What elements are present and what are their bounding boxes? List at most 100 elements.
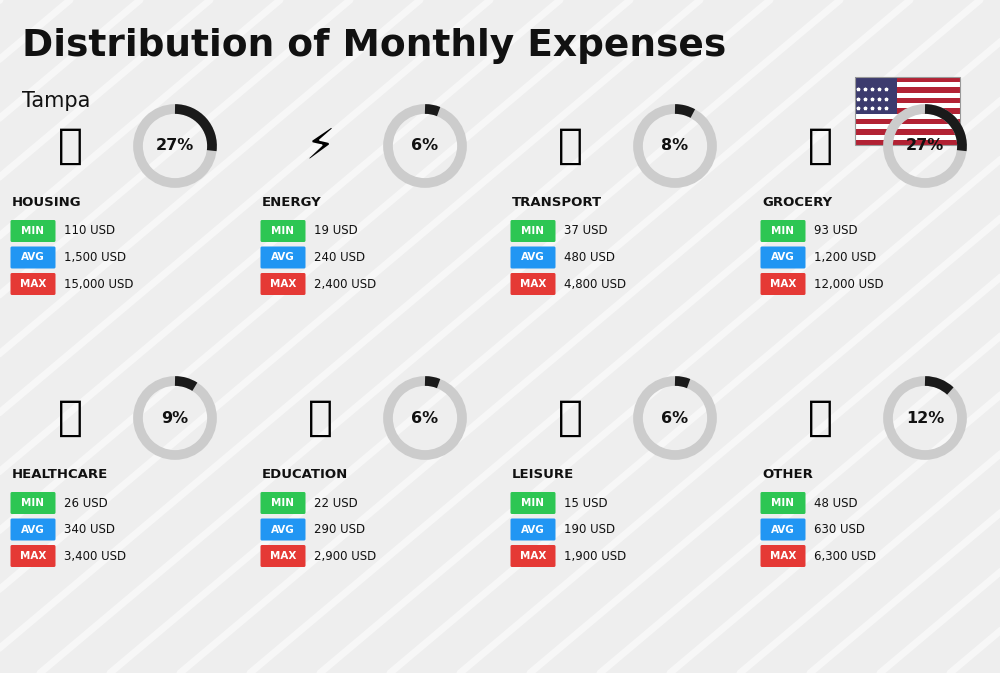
Text: AVG: AVG bbox=[771, 524, 795, 534]
Text: 15 USD: 15 USD bbox=[564, 497, 608, 509]
Text: 3,400 USD: 3,400 USD bbox=[64, 549, 126, 563]
Text: Distribution of Monthly Expenses: Distribution of Monthly Expenses bbox=[22, 28, 726, 64]
Text: MAX: MAX bbox=[770, 551, 796, 561]
FancyBboxPatch shape bbox=[761, 492, 806, 514]
FancyBboxPatch shape bbox=[761, 518, 806, 540]
Text: 12%: 12% bbox=[906, 411, 944, 425]
Text: MAX: MAX bbox=[270, 279, 296, 289]
Text: Tampa: Tampa bbox=[22, 91, 90, 111]
FancyBboxPatch shape bbox=[855, 103, 960, 108]
Text: 240 USD: 240 USD bbox=[314, 251, 365, 264]
Text: ENERGY: ENERGY bbox=[262, 196, 322, 209]
Text: EDUCATION: EDUCATION bbox=[262, 468, 348, 481]
Text: 110 USD: 110 USD bbox=[64, 225, 115, 238]
Text: 8%: 8% bbox=[661, 139, 689, 153]
Text: 22 USD: 22 USD bbox=[314, 497, 358, 509]
Text: MIN: MIN bbox=[272, 498, 294, 508]
FancyBboxPatch shape bbox=[10, 492, 55, 514]
Text: 190 USD: 190 USD bbox=[564, 523, 615, 536]
FancyBboxPatch shape bbox=[855, 77, 960, 82]
FancyBboxPatch shape bbox=[511, 246, 556, 269]
Text: MIN: MIN bbox=[21, 498, 44, 508]
Text: 🏢: 🏢 bbox=[58, 125, 82, 167]
FancyBboxPatch shape bbox=[10, 545, 55, 567]
Text: MAX: MAX bbox=[270, 551, 296, 561]
Text: 37 USD: 37 USD bbox=[564, 225, 608, 238]
Text: 12,000 USD: 12,000 USD bbox=[814, 277, 884, 291]
FancyBboxPatch shape bbox=[260, 545, 306, 567]
Text: MAX: MAX bbox=[770, 279, 796, 289]
Text: GROCERY: GROCERY bbox=[762, 196, 832, 209]
Text: 6%: 6% bbox=[661, 411, 689, 425]
Text: 340 USD: 340 USD bbox=[64, 523, 115, 536]
FancyBboxPatch shape bbox=[855, 124, 960, 129]
Text: 27%: 27% bbox=[906, 139, 944, 153]
Text: HOUSING: HOUSING bbox=[12, 196, 82, 209]
FancyBboxPatch shape bbox=[511, 545, 556, 567]
Text: 1,500 USD: 1,500 USD bbox=[64, 251, 126, 264]
FancyBboxPatch shape bbox=[511, 518, 556, 540]
Text: HEALTHCARE: HEALTHCARE bbox=[12, 468, 108, 481]
FancyBboxPatch shape bbox=[761, 273, 806, 295]
FancyBboxPatch shape bbox=[511, 492, 556, 514]
Text: 2,900 USD: 2,900 USD bbox=[314, 549, 376, 563]
Text: 6%: 6% bbox=[411, 139, 439, 153]
FancyBboxPatch shape bbox=[855, 77, 897, 114]
FancyBboxPatch shape bbox=[260, 518, 306, 540]
FancyBboxPatch shape bbox=[855, 135, 960, 140]
Text: MAX: MAX bbox=[520, 279, 546, 289]
Text: AVG: AVG bbox=[771, 252, 795, 262]
Text: MIN: MIN bbox=[522, 498, 544, 508]
Text: ⚡: ⚡ bbox=[305, 125, 335, 167]
Text: 26 USD: 26 USD bbox=[64, 497, 108, 509]
Text: 1,900 USD: 1,900 USD bbox=[564, 549, 626, 563]
FancyBboxPatch shape bbox=[855, 108, 960, 114]
Text: MAX: MAX bbox=[20, 279, 46, 289]
FancyBboxPatch shape bbox=[10, 246, 55, 269]
Text: MAX: MAX bbox=[520, 551, 546, 561]
Text: 🎓: 🎓 bbox=[308, 397, 332, 439]
Text: MIN: MIN bbox=[21, 226, 44, 236]
Text: MIN: MIN bbox=[522, 226, 544, 236]
Text: 9%: 9% bbox=[161, 411, 189, 425]
FancyBboxPatch shape bbox=[260, 273, 306, 295]
Text: 🛍: 🛍 bbox=[558, 397, 582, 439]
Text: 27%: 27% bbox=[156, 139, 194, 153]
FancyBboxPatch shape bbox=[10, 220, 55, 242]
Text: 4,800 USD: 4,800 USD bbox=[564, 277, 626, 291]
FancyBboxPatch shape bbox=[260, 492, 306, 514]
Text: 🚌: 🚌 bbox=[558, 125, 582, 167]
FancyBboxPatch shape bbox=[761, 545, 806, 567]
FancyBboxPatch shape bbox=[855, 98, 960, 103]
Text: 15,000 USD: 15,000 USD bbox=[64, 277, 134, 291]
FancyBboxPatch shape bbox=[855, 82, 960, 87]
FancyBboxPatch shape bbox=[10, 518, 55, 540]
Text: 6,300 USD: 6,300 USD bbox=[814, 549, 876, 563]
Text: AVG: AVG bbox=[21, 252, 45, 262]
FancyBboxPatch shape bbox=[761, 220, 806, 242]
Text: 🛒: 🛒 bbox=[807, 125, 832, 167]
FancyBboxPatch shape bbox=[260, 246, 306, 269]
Text: MIN: MIN bbox=[772, 226, 794, 236]
Text: 93 USD: 93 USD bbox=[814, 225, 858, 238]
Text: 48 USD: 48 USD bbox=[814, 497, 858, 509]
Text: AVG: AVG bbox=[271, 524, 295, 534]
FancyBboxPatch shape bbox=[761, 246, 806, 269]
FancyBboxPatch shape bbox=[260, 220, 306, 242]
Text: MIN: MIN bbox=[272, 226, 294, 236]
FancyBboxPatch shape bbox=[511, 273, 556, 295]
Text: AVG: AVG bbox=[21, 524, 45, 534]
Text: 630 USD: 630 USD bbox=[814, 523, 865, 536]
Text: TRANSPORT: TRANSPORT bbox=[512, 196, 602, 209]
Text: OTHER: OTHER bbox=[762, 468, 813, 481]
FancyBboxPatch shape bbox=[855, 114, 960, 119]
FancyBboxPatch shape bbox=[10, 273, 55, 295]
Text: AVG: AVG bbox=[271, 252, 295, 262]
Text: AVG: AVG bbox=[521, 252, 545, 262]
FancyBboxPatch shape bbox=[511, 220, 556, 242]
FancyBboxPatch shape bbox=[855, 129, 960, 135]
FancyBboxPatch shape bbox=[855, 93, 960, 98]
FancyBboxPatch shape bbox=[855, 140, 960, 145]
Text: 480 USD: 480 USD bbox=[564, 251, 615, 264]
Text: MAX: MAX bbox=[20, 551, 46, 561]
